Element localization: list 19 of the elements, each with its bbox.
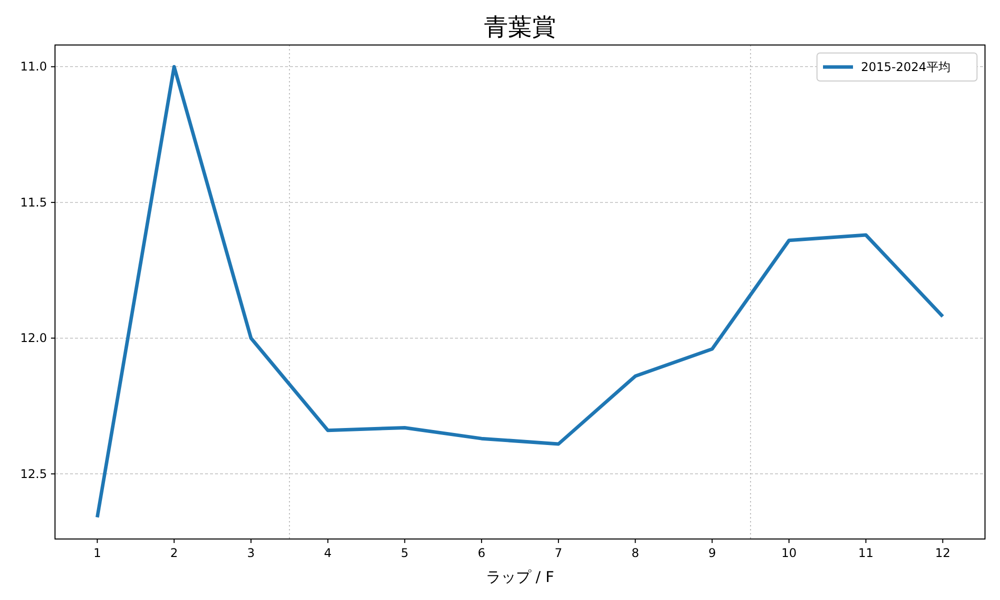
x-tick-label: 6 [478, 546, 486, 560]
x-tick-label: 9 [708, 546, 716, 560]
x-tick-label: 12 [935, 546, 950, 560]
x-tick-label: 4 [324, 546, 332, 560]
x-tick-label: 3 [247, 546, 255, 560]
x-tick-label: 5 [400, 546, 409, 560]
x-tick-label: 11 [858, 546, 874, 560]
x-tick-label: 1 [93, 546, 102, 560]
x-tick-label: 7 [554, 546, 562, 560]
y-tick-label: 12.0 [20, 331, 47, 346]
x-tick-label: 10 [781, 546, 797, 560]
y-tick-label: 11.5 [20, 195, 47, 210]
y-tick-label: 12.5 [20, 466, 47, 481]
x-tick-label: 8 [631, 546, 640, 560]
y-tick-label: 11.0 [20, 60, 47, 74]
x-axis-title: ラップ / F [486, 568, 554, 586]
legend-label: 2015-2024平均 [861, 60, 950, 74]
chart-title: 青葉賞 [484, 13, 556, 41]
x-tick-label: 2 [170, 546, 178, 560]
